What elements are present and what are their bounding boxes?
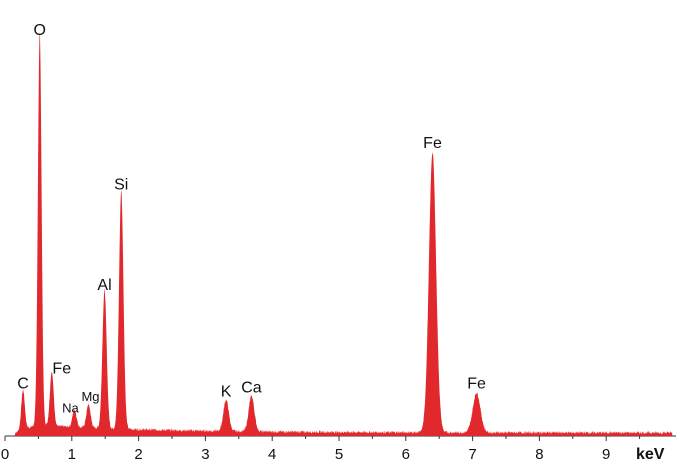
x-tick-label: 0 xyxy=(1,446,9,463)
x-tick-label: 3 xyxy=(201,446,209,463)
x-tick-label: 8 xyxy=(535,446,543,463)
peak-label-fe: Fe xyxy=(52,361,71,378)
x-tick-label: 7 xyxy=(468,446,476,463)
peak-label-mg: Mg xyxy=(81,389,99,404)
x-tick-label: 6 xyxy=(402,446,410,463)
peak-label-ca: Ca xyxy=(241,379,262,396)
x-tick-label: 2 xyxy=(134,446,142,463)
x-axis-label: keV xyxy=(636,446,665,463)
peak-label-si: Si xyxy=(114,177,128,194)
peak-label-o: O xyxy=(34,22,46,39)
peak-label-fe: Fe xyxy=(423,135,442,152)
x-tick-label: 9 xyxy=(602,446,610,463)
peak-label-fe: Fe xyxy=(467,375,486,392)
x-ticks: 0 1 2 3 4 5 6 7 8 9 xyxy=(1,436,641,463)
spectrum-area xyxy=(5,31,673,437)
peak-label-al: Al xyxy=(97,277,111,294)
x-axis: 0 1 2 3 4 5 6 7 8 9 keV xyxy=(1,435,676,463)
x-tick-label: 5 xyxy=(335,446,343,463)
peak-label-na: Na xyxy=(62,400,79,415)
peak-label-k: K xyxy=(221,384,232,401)
peak-label-c: C xyxy=(17,375,29,392)
x-tick-label: 4 xyxy=(268,446,276,463)
x-tick-label: 1 xyxy=(68,446,76,463)
